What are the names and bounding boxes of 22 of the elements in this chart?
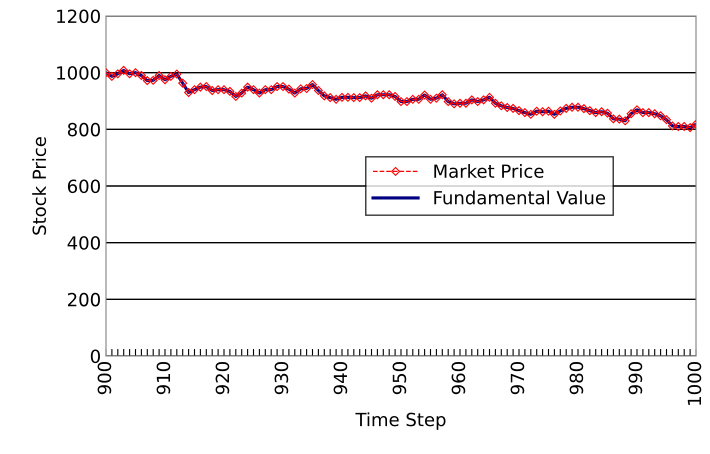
x-tick-label: 940 — [334, 362, 348, 394]
x-axis-title: Time Step — [355, 412, 446, 430]
y-tick-label: 1200 — [57, 9, 100, 24]
x-tick-label: 970 — [510, 362, 524, 394]
x-tick-label: 910 — [156, 362, 170, 394]
y-tick-label: 0 — [90, 349, 100, 364]
x-tick-label: 920 — [216, 362, 230, 394]
x-tick-label: 960 — [452, 362, 466, 394]
y-tick-label: 400 — [68, 236, 100, 250]
x-tick-label: 900 — [98, 362, 112, 394]
y-tick-label: 800 — [68, 122, 100, 136]
legend-label: Market Price — [434, 164, 544, 178]
x-tick-label: 950 — [392, 362, 406, 394]
x-tick-label: 930 — [274, 362, 288, 394]
x-tick-label: 1000 — [688, 362, 702, 405]
y-axis-title: Stock Price — [32, 137, 46, 235]
y-tick-label: 600 — [68, 179, 100, 194]
x-tick-label: 990 — [628, 362, 642, 394]
legend-label: Fundamental Value — [434, 190, 606, 204]
y-tick-label: 1000 — [57, 66, 100, 80]
x-tick-label: 980 — [570, 362, 584, 394]
y-tick-label: 200 — [68, 292, 100, 306]
